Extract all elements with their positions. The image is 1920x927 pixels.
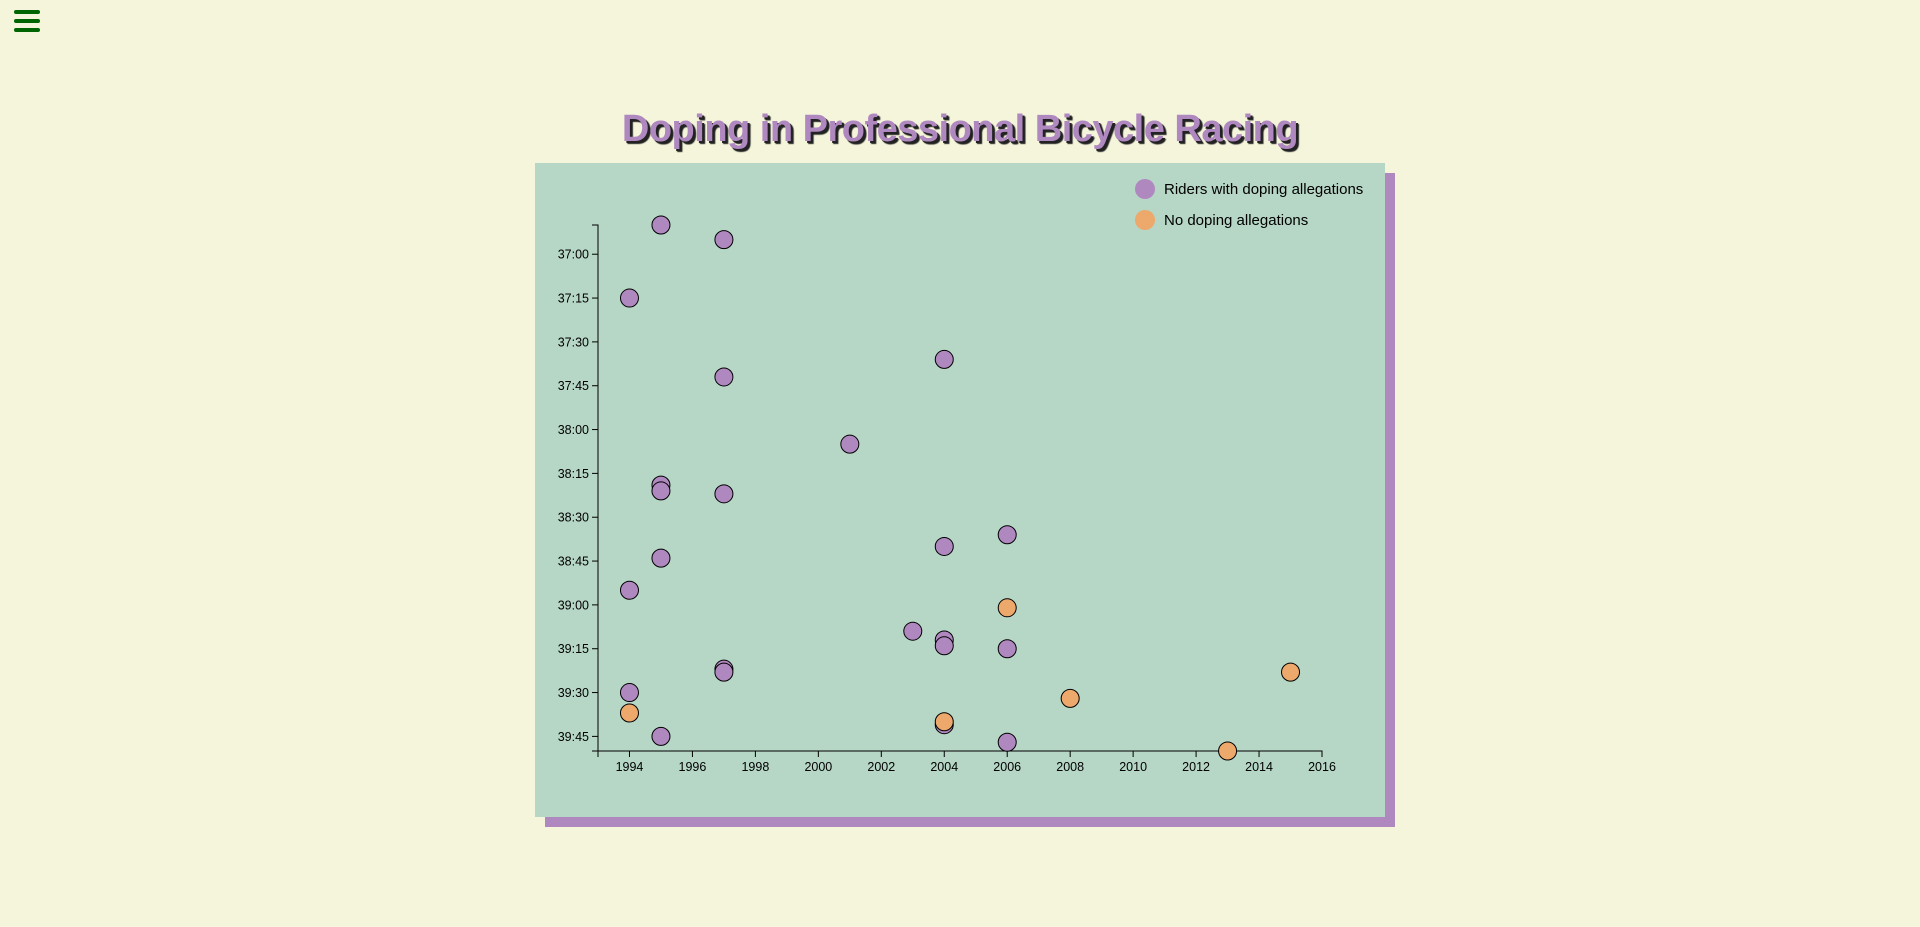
data-point [934, 712, 954, 732]
data-point [997, 639, 1017, 659]
y-tick-label: 37:45 [558, 379, 589, 393]
data-point [619, 288, 639, 308]
x-tick-label: 1996 [679, 760, 707, 774]
data-point [714, 367, 734, 387]
data-point [1281, 662, 1301, 682]
data-point [934, 536, 954, 556]
data-point [619, 580, 639, 600]
hamburger-menu-icon[interactable] [14, 10, 40, 32]
data-point [714, 484, 734, 504]
legend-swatch [1135, 179, 1155, 199]
data-point [619, 683, 639, 703]
y-tick-label: 38:45 [558, 555, 589, 569]
x-tick-label: 1998 [741, 760, 769, 774]
x-axis: 1994 1996 1998 2000 2002 2004 2006 2008 2010 2012… [597, 750, 1336, 774]
data-point [934, 349, 954, 369]
data-point [997, 525, 1017, 545]
y-tick-label: 38:30 [558, 511, 589, 525]
legend-label: Riders with doping allegations [1164, 181, 1363, 198]
data-point [714, 662, 734, 682]
y-axis: 37:00 37:15 37:30 37:45 38:00 38:15 38:30 38:45… [558, 224, 599, 752]
x-tick-label: 2008 [1056, 760, 1084, 774]
y-tick-label: 38:00 [558, 423, 589, 437]
menu-bar [14, 10, 40, 14]
y-tick-label: 37:30 [558, 335, 589, 349]
data-point [997, 732, 1017, 752]
scatter-plot: 1994 1996 1998 2000 2002 2004 2006 2008 2010 2012… [558, 179, 1363, 774]
data-point [1060, 688, 1080, 708]
data-point [903, 621, 923, 641]
x-tick-label: 1994 [616, 760, 644, 774]
x-tick-label: 2012 [1182, 760, 1210, 774]
data-point [1218, 741, 1238, 761]
data-point [714, 230, 734, 250]
chart-container: 1994 1996 1998 2000 2002 2004 2006 2008 2010 2012… [535, 163, 1385, 817]
x-tick-label: 2010 [1119, 760, 1147, 774]
menu-bar [14, 28, 40, 32]
y-tick-label: 37:15 [558, 292, 589, 306]
x-tick-label: 2006 [993, 760, 1021, 774]
data-point [651, 548, 671, 568]
y-tick-label: 38:15 [558, 467, 589, 481]
data-points [619, 215, 1301, 761]
data-point [934, 636, 954, 656]
x-tick-label: 2014 [1245, 760, 1273, 774]
x-tick-label: 2000 [804, 760, 832, 774]
x-axis-line [597, 750, 1323, 757]
legend: Riders with doping allegations No doping … [1135, 179, 1363, 230]
chart-title: Doping in Professional Bicycle Racing [621, 108, 1299, 150]
y-tick-label: 37:00 [558, 248, 589, 262]
data-point [997, 598, 1017, 618]
y-tick-label: 39:00 [558, 598, 589, 612]
y-tick-label: 39:30 [558, 686, 589, 700]
data-point [651, 215, 671, 235]
data-point [840, 434, 860, 454]
legend-swatch [1135, 210, 1155, 230]
x-tick-label: 2004 [930, 760, 958, 774]
data-point [651, 481, 671, 501]
legend-label: No doping allegations [1164, 212, 1308, 229]
x-tick-label: 2016 [1308, 760, 1336, 774]
data-point [619, 703, 639, 723]
menu-bar [14, 19, 40, 23]
y-tick-label: 39:45 [558, 730, 589, 744]
x-tick-label: 2002 [867, 760, 895, 774]
y-tick-label: 39:15 [558, 642, 589, 656]
y-axis-line [592, 224, 599, 752]
data-point [651, 726, 671, 746]
